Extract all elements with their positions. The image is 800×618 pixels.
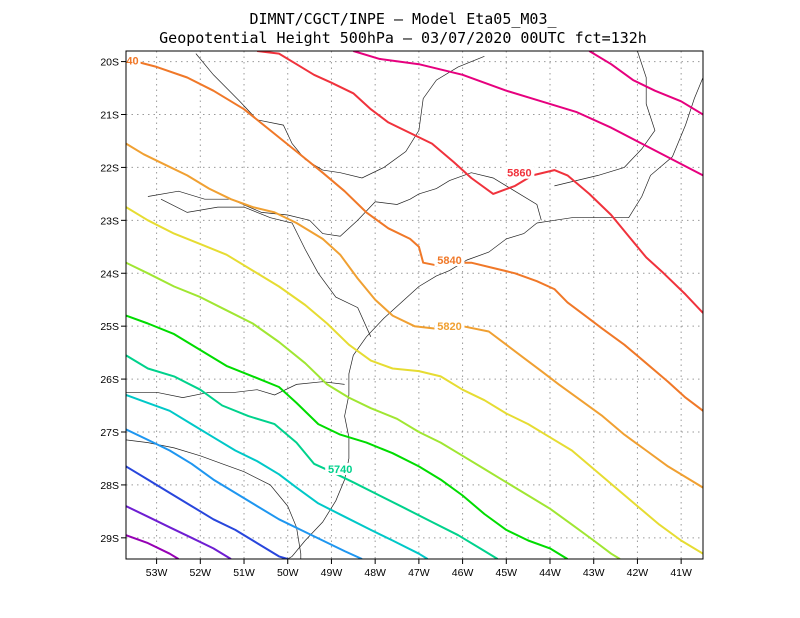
chart-title-line-2: Geopotential Height 500hPa – 03/07/2020 …	[159, 29, 647, 47]
y-tick-label: 24S	[100, 268, 119, 280]
x-tick-label: 44W	[539, 567, 561, 579]
contour-label-bg	[504, 166, 535, 179]
contour-5880	[588, 51, 703, 116]
contour-5880	[353, 51, 703, 177]
x-tick-label: 45W	[495, 567, 517, 579]
contour-label-bg	[325, 463, 356, 476]
boundary-sc-rs-border	[126, 439, 302, 559]
contour-label-bg	[434, 254, 465, 267]
contour-5860	[256, 51, 703, 314]
boundary-ms-border	[195, 53, 485, 179]
y-tick-label: 21S	[100, 110, 119, 122]
boundary-pr-sp-border	[160, 198, 372, 337]
contour-lines	[126, 51, 703, 559]
boundary-pr-sc-border	[126, 381, 345, 398]
boundary-mg-es-border	[554, 51, 656, 187]
x-tick-label: 49W	[321, 567, 343, 579]
contour-label-bg	[434, 320, 465, 333]
contour-labels: 5860 5840 5820 5740 40	[124, 54, 535, 476]
y-tick-label: 20S	[100, 57, 119, 69]
contour-5720	[126, 394, 429, 559]
y-tick-label: 29S	[100, 533, 119, 545]
y-tick-label: 22S	[100, 162, 119, 174]
contour-5640	[126, 534, 180, 559]
contour-label: 40	[126, 56, 138, 68]
x-tick-label: 41W	[670, 567, 692, 579]
contour-5740	[126, 354, 499, 559]
x-tick-label: 48W	[364, 567, 386, 579]
x-tick-label: 43W	[583, 567, 605, 579]
contour-5800	[126, 206, 703, 555]
contour-label: 5860	[507, 168, 531, 180]
boundary-coastline-rj	[536, 77, 703, 224]
x-tick-label: 42W	[627, 567, 649, 579]
y-tick-label: 26S	[100, 374, 119, 386]
y-tick-label: 28S	[100, 480, 119, 492]
x-axis-ticks: 53W 52W 51W 50W 49W 48W 47W 46W 45W 44W 43W 42W 41W	[146, 559, 692, 579]
contour-5820	[126, 142, 703, 489]
gridlines	[126, 51, 703, 559]
y-tick-label: 23S	[100, 215, 119, 227]
contour-label: 5840	[437, 255, 461, 267]
x-tick-label: 50W	[277, 567, 299, 579]
contour-5760	[126, 314, 569, 559]
contour-label-bg	[124, 54, 141, 67]
contour-5700	[126, 428, 363, 559]
x-tick-label: 53W	[146, 567, 168, 579]
contour-label: 5740	[328, 464, 352, 476]
contour-5660	[126, 505, 232, 559]
y-axis-ticks: 20S 21S 22S 23S 24S 25S 26S 27S 28S 29S	[100, 57, 126, 545]
contour-5680	[126, 465, 288, 559]
y-tick-label: 25S	[100, 321, 119, 333]
x-tick-label: 46W	[452, 567, 474, 579]
boundary-sp-mg-border	[147, 172, 542, 237]
x-tick-label: 51W	[233, 567, 255, 579]
map-boundaries	[126, 51, 703, 559]
chart-title-line-1: DIMNT/CGCT/INPE – Model Eta05_M03_	[249, 10, 557, 28]
y-tick-label: 27S	[100, 427, 119, 439]
x-tick-label: 52W	[190, 567, 212, 579]
x-tick-label: 47W	[408, 567, 430, 579]
boundary-coastline	[287, 222, 538, 559]
plot-frame	[125, 50, 704, 560]
contour-label: 5820	[437, 321, 461, 333]
contour-5780	[126, 261, 621, 559]
